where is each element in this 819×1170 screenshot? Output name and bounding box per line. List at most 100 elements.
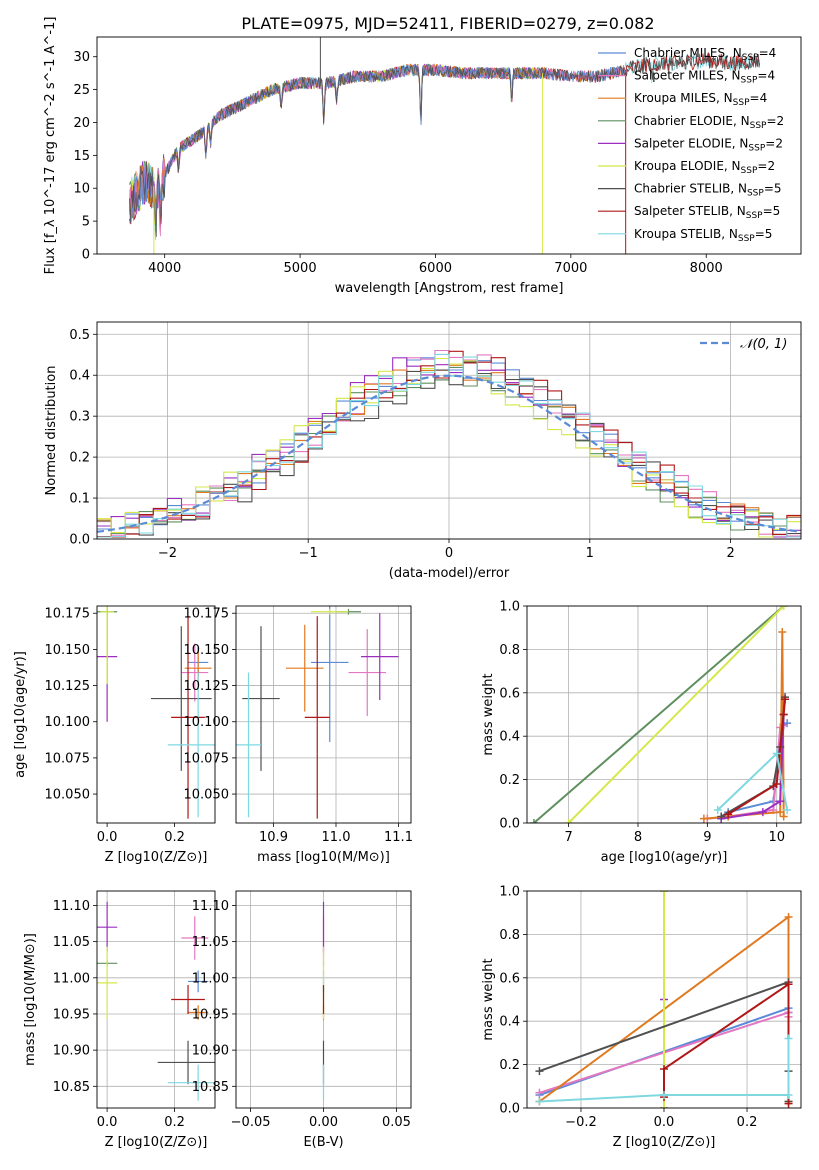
errorbar-salpeter-miles	[181, 916, 209, 960]
x-axis-label: (data-model)/error	[389, 566, 510, 581]
errorbar-salpeter-elodie	[361, 613, 399, 701]
series-marker	[535, 1088, 544, 1097]
axes: 10.9 11.0 11.1 10.050 10.075 10.100 10.125 10.1…	[184, 605, 413, 865]
plot-spectrum: 4000 5000 6000 7000 8000 0 5 10 15 20 25 30 waveleng…	[43, 17, 802, 296]
y-tick-label: 0.0	[69, 533, 90, 548]
y-tick-label: 10.150	[184, 643, 230, 658]
y-tick-label: 10.125	[45, 679, 91, 694]
y-tick-label: 25	[73, 83, 90, 98]
y-tick-label: 0.0	[499, 1102, 520, 1117]
series-marker	[699, 814, 708, 823]
legend-label: Chabrier ELODIE, N	[634, 114, 750, 128]
errorbar-salpeter-stelib	[171, 616, 205, 819]
spectrum-line-chabrier-stelib	[129, 52, 761, 237]
x-axis-label: E(B-V)	[303, 1135, 343, 1150]
gridlines	[236, 606, 411, 823]
y-tick-label: 10.100	[45, 715, 91, 730]
y-tick-label: 10.85	[192, 1080, 229, 1095]
x-tick-label: 0.00	[309, 1115, 338, 1130]
series-line	[533, 606, 785, 823]
x-tick-label: 8	[634, 830, 642, 845]
y-tick-label: 10.050	[184, 788, 230, 803]
gaussian-reference-curve	[97, 374, 801, 533]
histogram-kroupa-stelib	[97, 353, 801, 538]
legend-suffix: =5	[755, 227, 773, 241]
y-tick-label: 0.6	[499, 686, 520, 701]
errorbar-salpeter-miles	[348, 629, 386, 716]
legend-suffix: =2	[766, 114, 784, 128]
y-axis-label: mass weight	[481, 958, 496, 1040]
errorbar-kroupa-elodie	[311, 608, 349, 615]
legend-suffix: =5	[764, 182, 782, 196]
errorbar-chabrier-stelib	[157, 1040, 215, 1085]
x-tick-label: 9	[703, 830, 711, 845]
legend-label: Salpeter STELIB, N	[634, 204, 746, 218]
legend-subscript: SSP	[733, 98, 750, 108]
series-salpeter-stelib	[660, 980, 793, 1108]
figure-title: PLATE=0975, MJD=52411, FIBERID=0279, z=0…	[241, 14, 654, 33]
x-axis-label: Z [log10(Z/Z⊙)]	[105, 850, 208, 865]
x-tick-label: 0.2	[737, 1115, 758, 1130]
series-marker	[784, 1099, 793, 1108]
series-marker	[713, 805, 722, 814]
x-tick-label: −2	[158, 546, 177, 561]
y-tick-label: 15	[73, 149, 90, 164]
errorbar-salpeter-miles	[181, 643, 209, 702]
series-marker	[776, 797, 785, 806]
errorbar-salpeter-stelib	[171, 985, 205, 1014]
x-tick-label: −0.05	[231, 1115, 271, 1130]
x-tick-label: 10	[768, 830, 785, 845]
series-marker	[660, 891, 668, 895]
series-marker	[717, 812, 726, 821]
y-tick-label: 0.2	[499, 1058, 520, 1073]
series-marker	[772, 749, 781, 758]
y-axis-label: Flux [f_λ 10^-17 erg cm^-2 s^-1 A^-1]	[43, 17, 58, 275]
series-line	[721, 714, 785, 820]
x-tick-label: 10.9	[259, 830, 288, 845]
legend-suffix: =2	[757, 159, 775, 173]
errorbar-kroupa-stelib	[167, 672, 215, 818]
axes-frame	[235, 605, 412, 824]
x-axis-label: mass [log10(M/M⊙)]	[257, 850, 390, 865]
legend-subscript: SSP	[741, 76, 758, 86]
y-tick-label: 10.175	[184, 607, 230, 622]
errorbar-kroupa-miles	[188, 1005, 209, 1020]
series-line	[703, 631, 785, 820]
y-tick-label: 0.6	[499, 971, 520, 986]
series-marker	[783, 805, 792, 814]
x-tick-label: 0.05	[382, 1115, 411, 1130]
legend-entry: Salpeter MILES, NSSP=4	[634, 69, 775, 86]
x-tick-label: 7	[564, 830, 572, 845]
x-tick-label: 0.0	[654, 1115, 675, 1130]
y-tick-label: 0.3	[69, 410, 90, 425]
errorbar-kroupa-elodie	[100, 606, 114, 685]
series-marker	[776, 808, 785, 817]
series-marker	[660, 1090, 668, 1099]
series-marker	[779, 606, 788, 610]
x-axis-label: Z [log10(Z/Z⊙)]	[613, 1135, 716, 1150]
y-tick-label: 10.075	[184, 751, 230, 766]
axes-frame	[526, 890, 802, 1109]
y-tick-label: 10.175	[45, 607, 91, 622]
y-tick-label: 0	[82, 248, 90, 263]
y-tick-label: 10.85	[53, 1080, 90, 1095]
plot-residual-histogram: −2 −1 0 1 2 0.0 0.1 0.2 0.3 0.4 0.5 (data-model)/er…	[44, 321, 802, 581]
legend-subscript: SSP	[746, 211, 763, 221]
y-tick-label: 10.050	[45, 788, 91, 803]
y-tick-label: 0.4	[499, 1015, 520, 1030]
y-tick-label: 0.0	[499, 817, 520, 832]
legend-entry: Kroupa ELODIE, NSSP=2	[634, 159, 775, 176]
series-marker	[772, 779, 781, 788]
legend-suffix: =4	[759, 46, 777, 60]
y-tick-label: 0.8	[499, 928, 520, 943]
series-marker	[784, 1090, 793, 1099]
series-marker	[781, 695, 790, 704]
series-marker	[660, 1104, 668, 1108]
y-tick-label: 0.4	[69, 369, 90, 384]
legend-entry: Chabrier ELODIE, NSSP=2	[634, 114, 784, 131]
spectrum-line-chabrier-miles	[129, 64, 626, 224]
y-tick-label: 0.2	[499, 773, 520, 788]
series-line	[727, 699, 786, 816]
